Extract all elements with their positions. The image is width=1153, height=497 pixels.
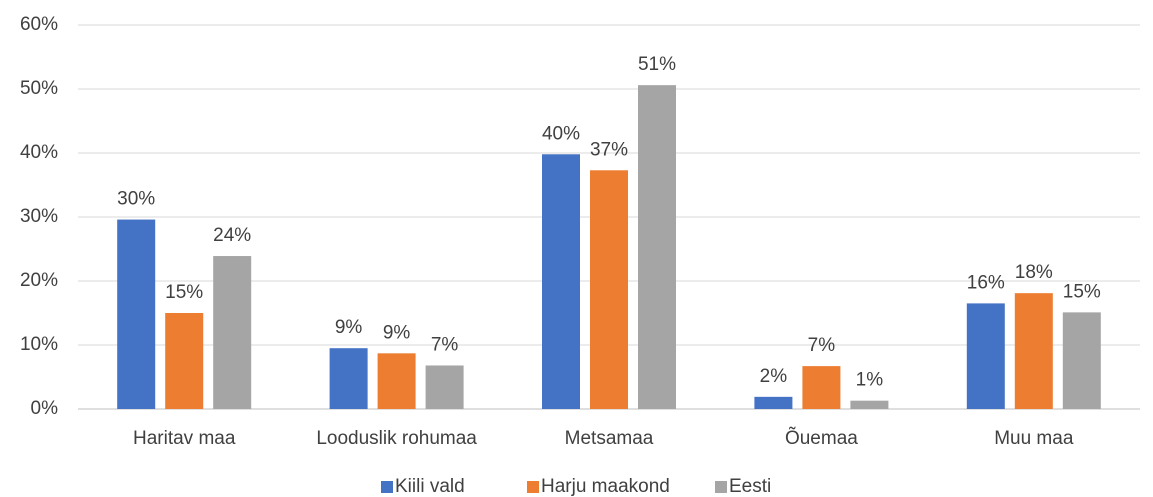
value-label: 40% [542, 123, 580, 144]
value-label: 9% [335, 317, 363, 338]
bar [329, 348, 368, 409]
value-label: 9% [383, 322, 411, 343]
x-tick-label: Looduslik rohumaa [316, 428, 477, 449]
bar [1014, 293, 1053, 409]
x-tick-label: Haritav maa [133, 428, 236, 449]
legend-swatch [381, 481, 393, 493]
legend-label: Eesti [729, 476, 771, 497]
value-label: 2% [760, 366, 788, 387]
value-label: 7% [808, 335, 836, 356]
y-tick-label: 10% [20, 334, 58, 355]
x-tick-label: Metsamaa [565, 428, 654, 449]
y-tick-label: 50% [20, 78, 58, 99]
value-label: 7% [431, 334, 459, 355]
value-label: 18% [1015, 262, 1053, 283]
bar [213, 256, 252, 409]
value-label: 15% [165, 282, 203, 303]
value-label: 37% [590, 139, 628, 160]
bar [165, 313, 204, 409]
bar [590, 170, 628, 409]
value-label: 1% [856, 370, 884, 391]
value-label: 16% [967, 272, 1005, 293]
y-tick-label: 60% [20, 14, 58, 35]
x-tick-label: Õuemaa [785, 427, 858, 449]
bar [1062, 312, 1101, 409]
legend-label: Harju maakond [541, 476, 670, 497]
bar [802, 366, 841, 409]
bar [377, 353, 416, 409]
bar [117, 219, 156, 409]
value-label: 15% [1063, 281, 1101, 302]
bar [754, 396, 793, 409]
value-label: 51% [638, 54, 676, 75]
y-tick-label: 20% [20, 270, 58, 291]
x-tick-label: Muu maa [994, 428, 1074, 449]
y-tick-label: 0% [31, 398, 59, 419]
value-label: 30% [117, 189, 155, 210]
legend-swatch [715, 481, 727, 493]
bar [966, 303, 1005, 409]
legend-swatch [527, 481, 539, 493]
y-tick-label: 40% [20, 142, 58, 163]
bar [425, 365, 464, 409]
value-label: 24% [213, 225, 251, 246]
y-tick-label: 30% [20, 206, 58, 227]
bar [542, 154, 580, 409]
bar [850, 400, 889, 409]
legend-label: Kiili vald [395, 476, 465, 497]
bar [638, 85, 676, 409]
